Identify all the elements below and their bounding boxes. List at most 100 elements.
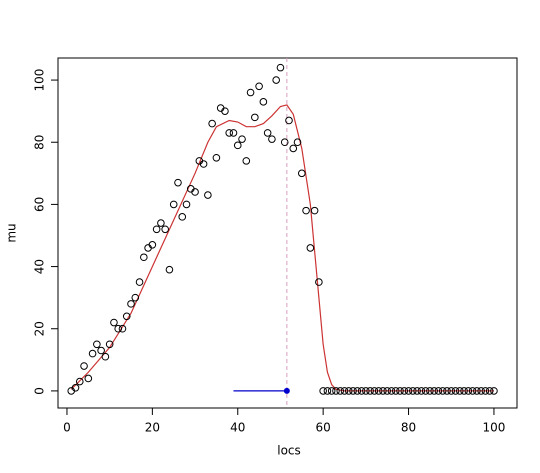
data-point: [353, 387, 362, 395]
data-point: [319, 387, 327, 395]
data-point: [285, 116, 293, 125]
data-point: [169, 200, 178, 209]
data-point: [238, 135, 246, 143]
data-point: [379, 387, 387, 395]
data-point: [165, 265, 174, 274]
data-point: [473, 387, 481, 395]
data-point: [178, 213, 187, 221]
y-tick-label: 0: [33, 387, 47, 395]
data-point: [490, 387, 498, 395]
data-point: [404, 387, 413, 395]
data-point: [157, 219, 165, 227]
data-point: [251, 113, 259, 122]
data-point: [468, 387, 477, 395]
data-point: [152, 225, 161, 234]
data-point: [268, 135, 276, 143]
data-point: [485, 387, 494, 395]
data-point: [289, 144, 298, 153]
data-point: [272, 76, 280, 84]
data-point: [280, 138, 289, 147]
data-point: [212, 153, 221, 162]
data-point: [396, 387, 404, 395]
data-point: [221, 107, 229, 115]
data-point: [80, 362, 88, 370]
data-point: [204, 191, 212, 199]
data-point: [122, 312, 131, 321]
data-point: [88, 349, 97, 358]
smooth-curve: [70, 104, 494, 392]
data-point: [242, 157, 251, 165]
data-point: [140, 253, 148, 262]
data-point: [101, 352, 110, 361]
x-tick-label: 80: [401, 421, 416, 435]
data-point: [182, 200, 191, 209]
data-point: [366, 387, 374, 395]
data-point: [315, 278, 323, 286]
y-tick-label: 40: [33, 259, 47, 274]
data-point: [327, 387, 336, 395]
data-point: [191, 188, 199, 196]
x-tick-label: 0: [63, 421, 71, 435]
data-point: [114, 324, 123, 333]
x-tick-label: 40: [230, 421, 245, 435]
data-point: [460, 387, 468, 395]
plot-box: [57, 57, 518, 409]
data-point: [135, 278, 144, 286]
data-point: [84, 374, 93, 383]
data-point: [340, 387, 349, 395]
data-point: [71, 383, 80, 392]
y-tick-label: 80: [33, 135, 47, 150]
data-point: [464, 387, 473, 395]
y-tick-label: 100: [33, 69, 47, 92]
data-point: [259, 98, 268, 106]
data-point: [229, 129, 238, 137]
data-point: [323, 387, 332, 395]
data-point: [413, 387, 421, 395]
x-tick-label: 100: [482, 421, 505, 435]
data-point: [97, 346, 105, 355]
data-point: [306, 244, 315, 252]
data-point: [302, 206, 310, 215]
data-point: [447, 387, 456, 395]
data-point: [118, 324, 127, 333]
data-point: [370, 387, 379, 395]
data-point: [148, 241, 157, 249]
data-point: [161, 225, 169, 234]
data-point: [332, 387, 340, 395]
y-tick-label: 60: [33, 197, 47, 212]
data-point: [391, 387, 400, 395]
x-tick-label: 60: [316, 421, 331, 435]
data-point: [443, 387, 451, 395]
data-point: [357, 387, 366, 395]
data-point: [127, 300, 135, 308]
data-point: [225, 129, 234, 137]
data-point: [374, 387, 383, 395]
data-point: [349, 387, 357, 395]
data-point: [383, 387, 391, 395]
data-point: [246, 88, 255, 97]
blue-point: [283, 387, 290, 394]
data-point: [426, 387, 434, 395]
data-point: [255, 82, 263, 91]
data-point: [105, 340, 114, 349]
data-point: [481, 387, 490, 395]
data-point: [208, 119, 216, 128]
data-point: [310, 206, 319, 215]
data-point: [199, 160, 208, 168]
data-point: [293, 138, 302, 147]
data-point: [233, 141, 242, 150]
x-axis-title: locs: [277, 444, 301, 458]
data-point: [477, 387, 485, 395]
data-point: [344, 387, 353, 395]
data-point: [110, 318, 118, 327]
data-point: [131, 293, 140, 302]
data-point: [387, 387, 396, 395]
x-tick-label: 20: [145, 421, 160, 435]
data-point: [400, 387, 409, 395]
y-axis-title: mu: [5, 223, 19, 242]
data-point: [174, 178, 182, 187]
data-point: [438, 387, 447, 395]
y-tick-label: 20: [33, 321, 47, 336]
data-point: [430, 387, 438, 395]
